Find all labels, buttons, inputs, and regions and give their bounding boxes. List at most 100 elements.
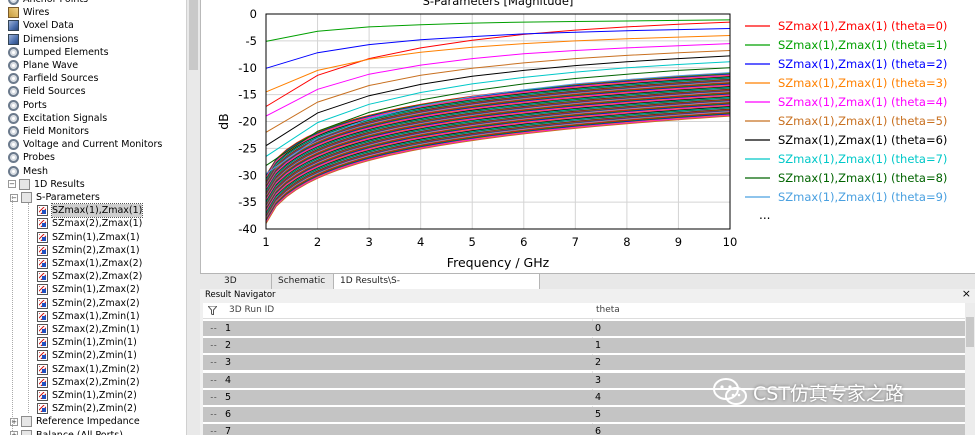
tree-item[interactable]: Farfield Sources (8, 72, 98, 85)
run-id-cell: 4 (225, 374, 232, 386)
extra-curve (265, 96, 731, 203)
run-id-cell: 2 (225, 340, 232, 352)
tree-item[interactable]: SZmax(2),Zmax(2) (37, 270, 142, 283)
table-row[interactable]: ⁃⁃ 1 0 (203, 321, 965, 337)
tree-item[interactable]: SZmax(1),Zmin(1) (37, 310, 140, 323)
voxel-icon (8, 20, 19, 32)
table-row[interactable]: ⁃⁃ 7 6 (203, 424, 965, 435)
expand-icon[interactable]: + (10, 417, 18, 426)
collapse-icon[interactable]: − (8, 180, 16, 189)
table-row[interactable]: ⁃⁃ 3 2 (203, 355, 965, 372)
tree-item[interactable]: SZmin(1),Zmax(2) (37, 283, 140, 296)
series-line (265, 28, 731, 69)
gear-icon (8, 46, 19, 58)
result-navigator-scrollbar[interactable] (965, 303, 975, 435)
tree-scrollbar-thumb[interactable] (189, 0, 198, 70)
extra-curve (265, 77, 731, 181)
tree-item[interactable]: Voltage and Current Monitors (8, 138, 162, 151)
result-icon (37, 258, 48, 269)
tree-item[interactable]: − S-Parameters (10, 191, 100, 204)
y-tick-label: -5 (246, 34, 257, 48)
tree-item[interactable]: SZmax(2),Zmin(2) (37, 376, 140, 389)
extra-curve (265, 81, 731, 186)
gear-icon (8, 112, 19, 124)
tree-connector (28, 203, 29, 413)
tree-item[interactable]: Anchor Points (8, 0, 88, 6)
tab-schematic[interactable]: Schematic (272, 274, 334, 289)
tree-item[interactable]: Dimensions (8, 33, 78, 46)
tree-item[interactable]: Field Sources (8, 85, 86, 98)
table-row[interactable]: ⁃⁃ 6 5 (203, 407, 965, 423)
tree-item[interactable]: SZmax(2),Zmin(1) (37, 323, 140, 336)
result-icon (37, 363, 48, 375)
tree-item[interactable]: Mesh (8, 165, 48, 178)
tree-scrollbar[interactable] (186, 0, 200, 435)
tree-item[interactable]: Excitation Signals (8, 112, 107, 125)
tree-item[interactable]: SZmax(1),Zmax(1) (37, 203, 144, 219)
collapse-icon[interactable]: − (10, 193, 18, 202)
extra-curve (265, 115, 731, 224)
table-row[interactable]: ⁃⁃ 5 4 (203, 389, 965, 406)
watermark: CST仿真专家之路 (713, 374, 904, 410)
tree-item-label: Mesh (23, 165, 49, 177)
tree-item[interactable]: SZmin(1),Zmax(1) (37, 231, 140, 244)
tree-item-label: Ports (23, 99, 47, 111)
row-handle-icon: ⁃⁃ (210, 393, 217, 402)
tree-item[interactable]: SZmax(1),Zmax(2) (37, 257, 142, 270)
tree-item[interactable]: SZmin(2),Zmax(2) (37, 297, 140, 310)
result-icon (37, 376, 48, 388)
y-tick-label: -35 (238, 195, 257, 209)
extra-curve (265, 103, 731, 210)
tree-item[interactable]: Plane Wave (8, 59, 78, 72)
table-row[interactable]: ⁃⁃ 4 3 (203, 372, 965, 389)
tab-1d-result[interactable]: 1D Results\S-Parameters\SZmax(1),Zmax(1)… (334, 274, 540, 300)
table-row[interactable]: ⁃⁃ 2 1 (203, 338, 965, 355)
tree-item[interactable]: SZmin(2),Zmin(1) (37, 349, 137, 362)
tab-3d[interactable]: 3D (218, 274, 272, 289)
column-header-theta[interactable]: theta (596, 305, 620, 315)
tree-item[interactable]: SZmin(2),Zmin(2) (37, 402, 137, 415)
expand-icon[interactable]: + (10, 431, 18, 435)
gear-icon (8, 139, 19, 151)
close-icon[interactable]: × (961, 287, 971, 300)
extra-curve (265, 105, 731, 213)
scrollbar-thumb[interactable] (966, 317, 974, 347)
row-handle-icon: ⁃⁃ (210, 342, 217, 351)
legend-entry: SZmax(1),Zmax(1) (theta=5) (778, 114, 947, 128)
column-header-run-id[interactable]: 3D Run ID (229, 305, 275, 315)
extra-curve (265, 108, 731, 217)
legend-entry: SZmax(1),Zmax(1) (theta=2) (778, 57, 947, 71)
tree-item[interactable]: Voxel Data (8, 19, 74, 32)
tree-item[interactable]: Wires (8, 6, 49, 19)
tree-item[interactable]: Lumped Elements (8, 46, 109, 59)
tree-item-label: S-Parameters (36, 192, 100, 203)
tree-item[interactable]: SZmin(2),Zmax(1) (37, 244, 140, 257)
tree-item[interactable]: − 1D Results (8, 178, 85, 191)
extra-curve (265, 100, 731, 208)
tree-item[interactable]: Field Monitors (8, 125, 89, 138)
tree-item-label: SZmax(1),Zmax(2) (52, 258, 143, 269)
tree-item-label: Wires (23, 7, 50, 19)
tree-item[interactable]: SZmax(2),Zmax(1) (37, 217, 142, 230)
extra-curve (265, 87, 731, 192)
legend-entry: SZmax(1),Zmax(1) (theta=4) (778, 95, 947, 109)
tree-item[interactable]: SZmin(1),Zmin(2) (37, 389, 137, 402)
table-header: 3D Run ID theta (203, 303, 965, 319)
tree-item-label: 1D Results (34, 178, 85, 190)
tree-item-label: SZmax(1),Zmax(1) (50, 203, 144, 219)
x-tick-label: 6 (520, 235, 527, 249)
tree-item[interactable]: + Reference Impedance (10, 415, 140, 428)
result-icon (37, 324, 48, 335)
result-icon (37, 218, 48, 230)
tree-item[interactable]: SZmax(1),Zmin(2) (37, 363, 140, 376)
extra-curve (265, 80, 731, 185)
filter-icon[interactable] (208, 306, 217, 315)
extra-curve (265, 85, 731, 191)
run-id-cell: 1 (225, 323, 232, 334)
tree-item[interactable]: Ports (8, 99, 47, 112)
tree-item-label: Voltage and Current Monitors (23, 139, 163, 151)
tree-item[interactable]: Probes (8, 151, 55, 164)
tree-item[interactable]: + Balance (All Ports) (10, 429, 123, 435)
view-tabs: 3D Schematic 1D Results\S-Parameters\SZm… (200, 273, 975, 300)
tree-item[interactable]: SZmin(1),Zmin(1) (37, 336, 137, 349)
